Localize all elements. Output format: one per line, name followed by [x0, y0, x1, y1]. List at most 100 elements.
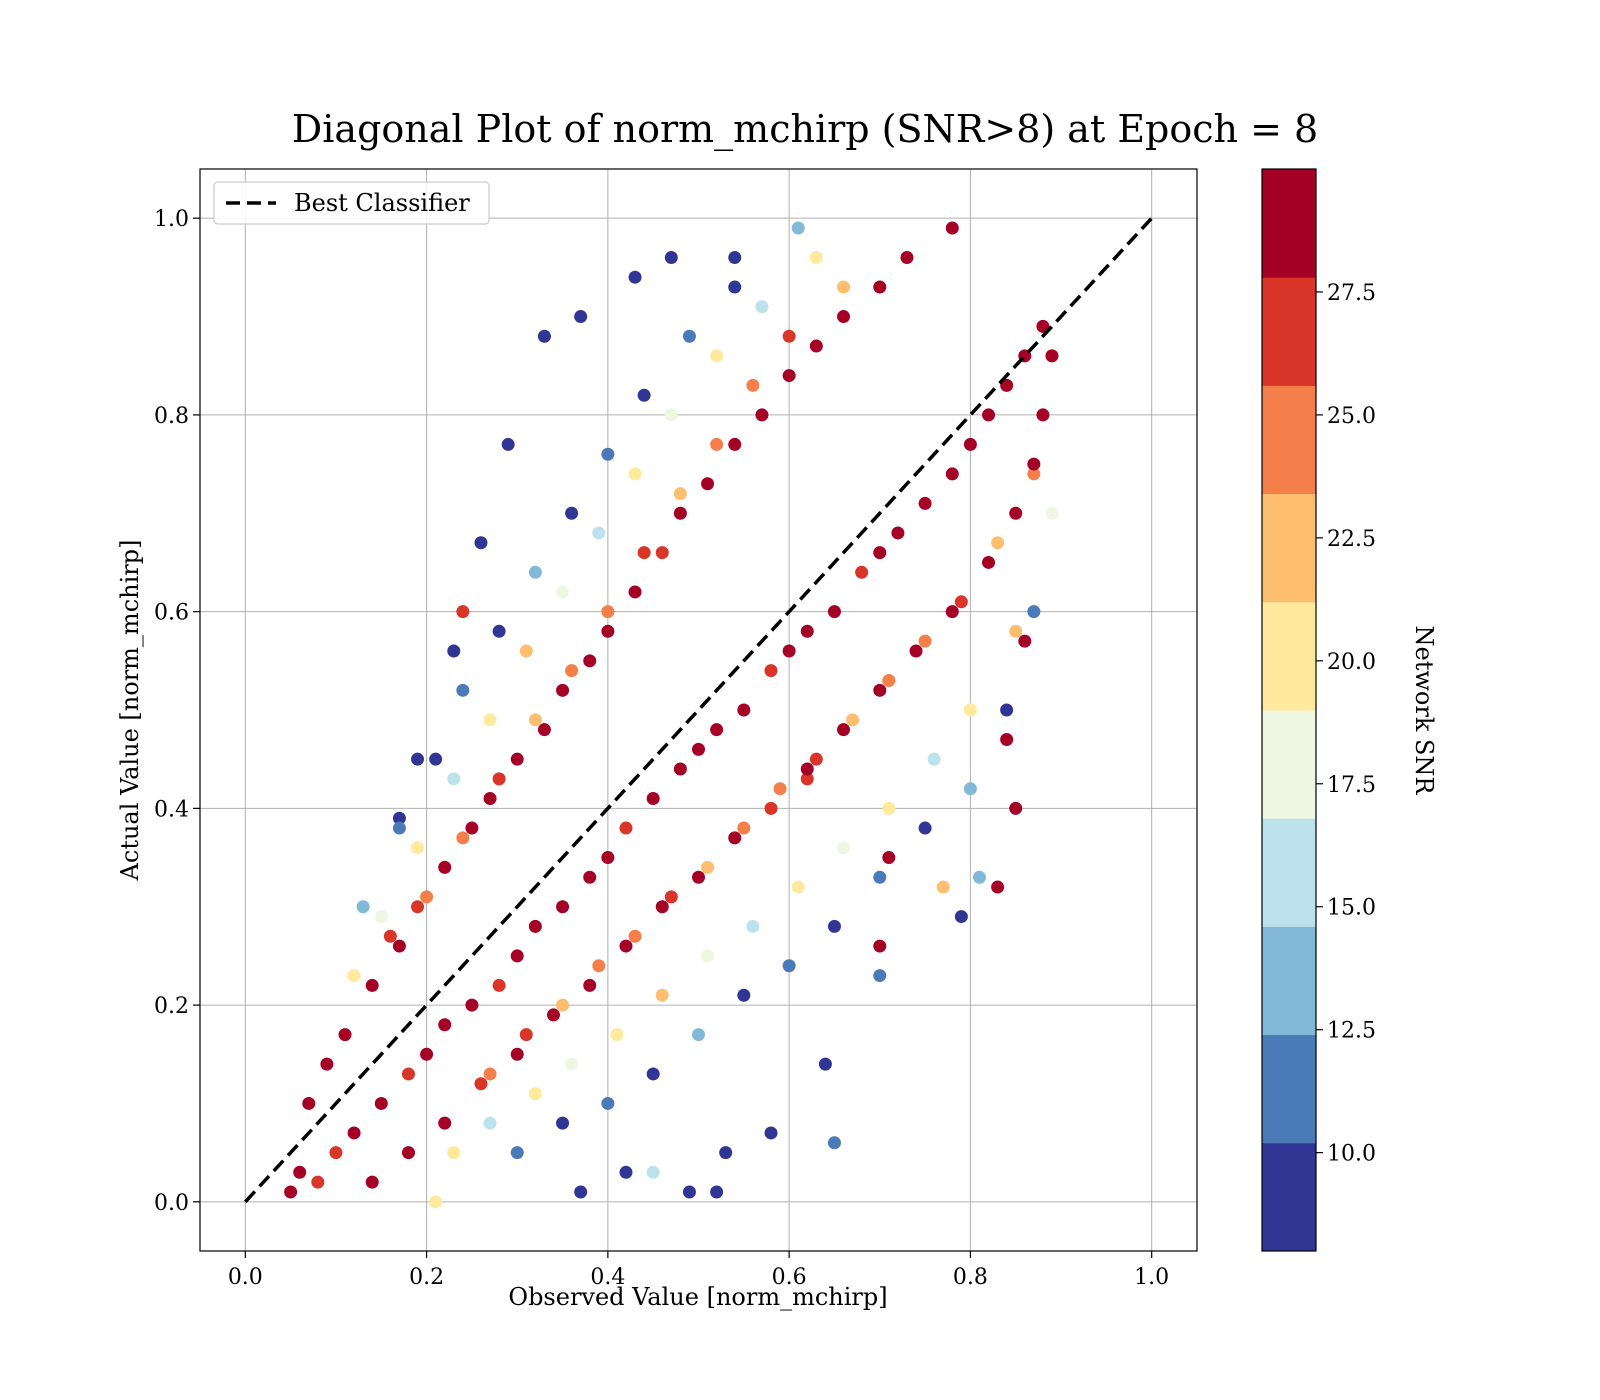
scatter-point [1000, 378, 1014, 392]
x-axis-label: Observed Value [norm_mchirp] [508, 1283, 887, 1311]
scatter-point [945, 605, 959, 619]
scatter-point [483, 1116, 497, 1130]
scatter-point [1018, 634, 1032, 648]
scatter-point [963, 703, 977, 717]
x-tick-label: 0.4 [590, 1265, 625, 1290]
scatter-point [710, 1185, 724, 1199]
scatter-point [1000, 703, 1014, 717]
scatter-point [1000, 733, 1014, 747]
scatter-point [537, 329, 551, 343]
scatter-point [528, 565, 542, 579]
scatter-point [392, 939, 406, 953]
scatter-point [537, 723, 551, 737]
scatter-point [855, 565, 869, 579]
scatter-point [510, 1146, 524, 1160]
scatter-point [601, 851, 615, 865]
scatter-point [601, 624, 615, 638]
y-tick-label: 0.0 [154, 1191, 189, 1216]
scatter-point [483, 792, 497, 806]
scatter-point [365, 1175, 379, 1189]
scatter-point [882, 801, 896, 815]
scatter-point [1045, 349, 1059, 363]
scatter-point [746, 378, 760, 392]
scatter-point [692, 870, 705, 884]
scatter-point [682, 329, 696, 343]
scatter-point [628, 585, 642, 599]
scatter-point [1036, 408, 1050, 422]
scatter-point [574, 1185, 588, 1199]
scatter-point [1009, 624, 1023, 638]
scatter-point [710, 349, 724, 363]
scatter-point [420, 1047, 434, 1061]
scatter-point [492, 772, 506, 786]
scatter-point [320, 1057, 334, 1071]
scatter-point [601, 1096, 615, 1110]
scatter-point [827, 605, 841, 619]
colorbar-segment [1262, 277, 1316, 386]
y-tick-label: 0.8 [154, 404, 189, 429]
scatter-point [528, 713, 542, 727]
scatter-point [510, 1047, 524, 1061]
scatter-point [664, 408, 678, 422]
scatter-point [583, 870, 597, 884]
scatter-point [519, 644, 533, 658]
scatter-point [556, 683, 570, 697]
scatter-point [728, 831, 742, 845]
scatter-point [284, 1185, 298, 1199]
scatter-point [873, 939, 887, 953]
scatter-point [374, 910, 388, 924]
scatter-point [673, 506, 687, 520]
scatter-point [601, 605, 615, 619]
scatter-point [420, 890, 434, 904]
scatter-point [1036, 319, 1050, 333]
scatter-point [592, 526, 606, 540]
scatter-point [492, 624, 506, 638]
scatter-point [501, 437, 515, 451]
scatter-point [374, 1096, 388, 1110]
colorbar-tick-label: 20.0 [1327, 650, 1376, 675]
scatter-point [710, 437, 724, 451]
scatter-point [565, 1057, 579, 1071]
scatter-point [347, 969, 361, 983]
colorbar-tick-label: 12.5 [1327, 1019, 1376, 1044]
scatter-point [755, 300, 769, 314]
colorbar-segment [1262, 1034, 1316, 1144]
scatter-point [737, 821, 751, 835]
legend-label: Best Classifier [294, 189, 470, 217]
colorbar-tick-label: 17.5 [1327, 773, 1376, 798]
scatter-point [873, 683, 887, 697]
scatter-point [365, 978, 379, 992]
scatter-point [945, 221, 959, 235]
y-tick-label: 0.4 [154, 797, 189, 822]
scatter-point [356, 900, 370, 914]
scatter-point [383, 929, 397, 943]
scatter-point [601, 447, 615, 461]
scatter-point [782, 369, 796, 383]
scatter-point [565, 664, 579, 678]
best-classifier-line [244, 216, 1153, 1204]
scatter-point [782, 644, 796, 658]
scatter-point [873, 280, 887, 294]
y-axis-label: Actual Value [norm_mchirp] [116, 540, 144, 882]
scatter-point [1027, 605, 1041, 619]
scatter-point [954, 595, 968, 609]
scatter-point [764, 664, 778, 678]
scatter-point [918, 821, 932, 835]
colorbar-segment [1262, 493, 1316, 603]
scatter-point [311, 1175, 325, 1189]
colorbar-segment [1262, 385, 1316, 495]
scatter-point [610, 1028, 624, 1042]
colorbar-segment [1262, 818, 1316, 927]
x-tick-label: 0.2 [409, 1265, 444, 1290]
scatter-point [773, 782, 787, 796]
scatter-point [347, 1126, 361, 1140]
scatter-point [701, 477, 715, 491]
colorbar-segment [1262, 169, 1316, 278]
scatter-point [963, 437, 977, 451]
scatter-point [583, 978, 597, 992]
scatter-point [900, 251, 914, 265]
x-tick-label: 0.0 [228, 1265, 263, 1290]
scatter-point [438, 860, 452, 874]
scatter-point [873, 546, 887, 560]
